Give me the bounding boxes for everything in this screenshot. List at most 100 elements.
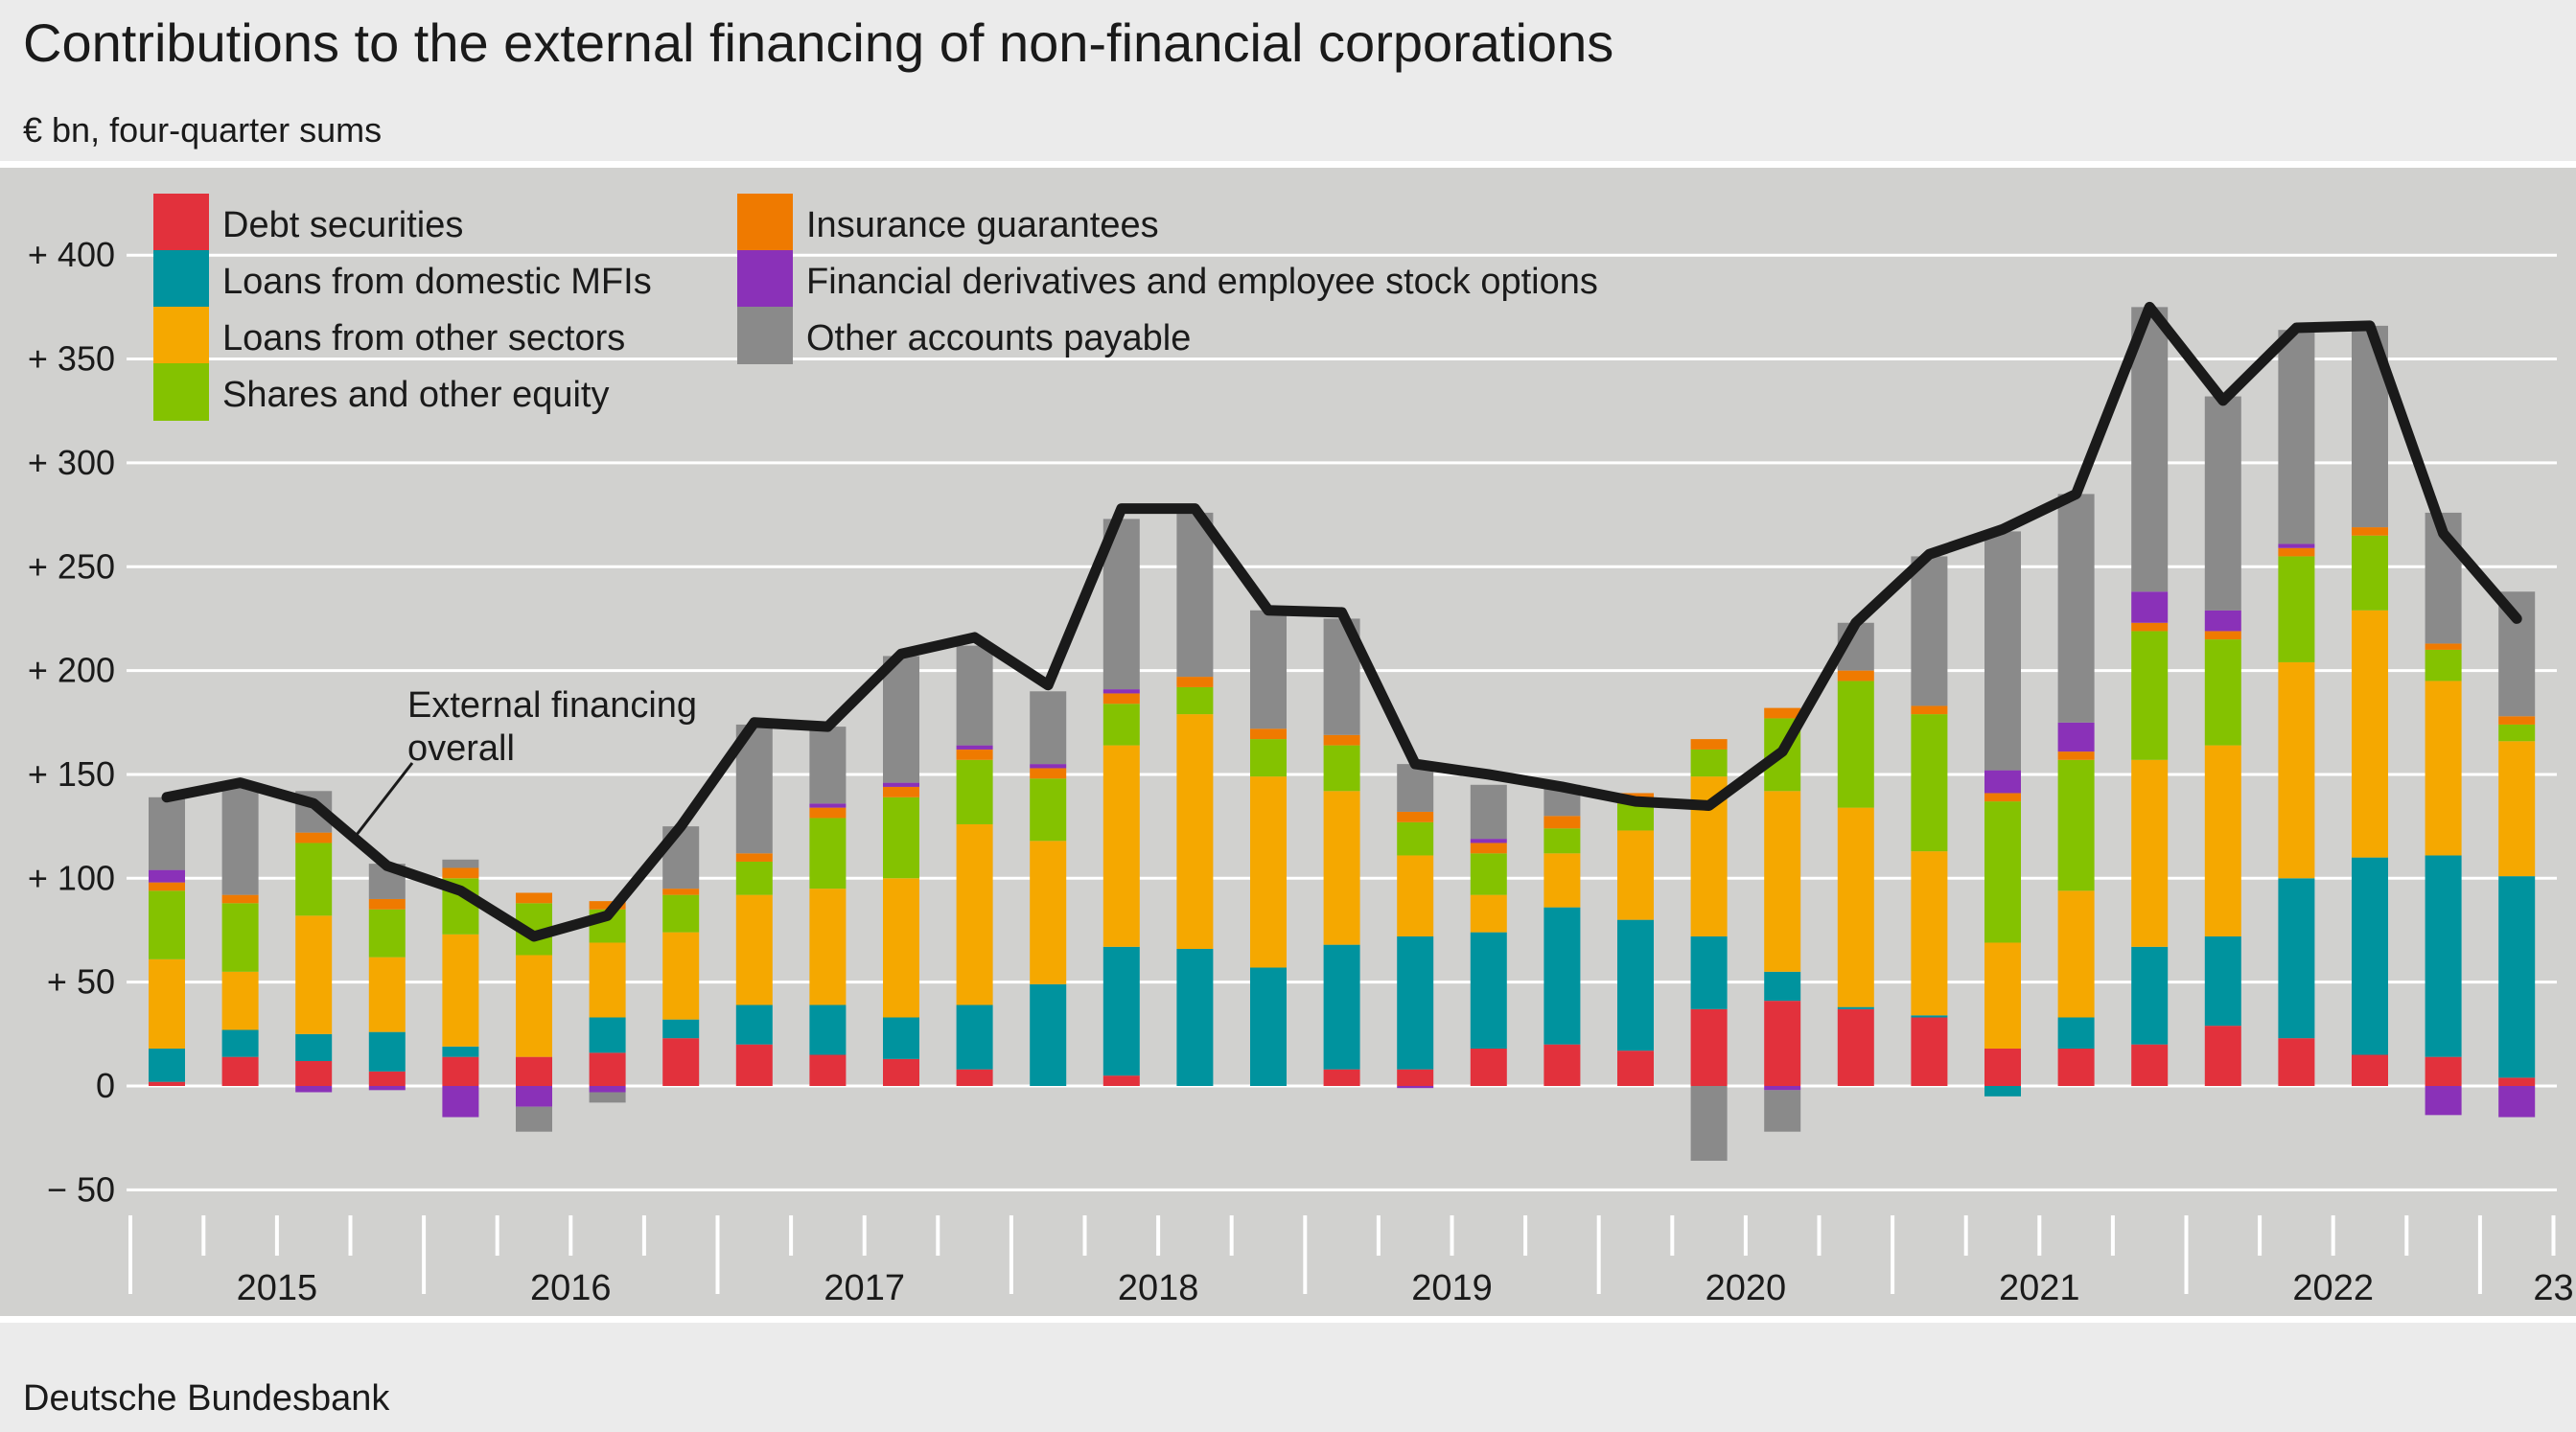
bar-segment <box>1397 1069 1434 1086</box>
bar-segment <box>1102 745 1140 947</box>
bar-segment <box>1323 791 1360 945</box>
bar-segment <box>516 1056 552 1086</box>
bar-segment <box>1470 894 1507 933</box>
bar-segment <box>2498 716 2536 725</box>
legend-swatch <box>153 363 209 421</box>
bar-segment <box>1102 689 1140 694</box>
bar-segment <box>2425 1056 2462 1086</box>
bar-segment <box>1984 801 2021 943</box>
bar-segment <box>1617 1051 1654 1086</box>
bar-segment <box>1323 1069 1360 1086</box>
bar-segment <box>1397 764 1434 812</box>
bar-segment <box>1030 691 1067 765</box>
bar-segment <box>1911 714 1948 852</box>
bar-segment <box>2278 330 2315 544</box>
x-tick-label: 2016 <box>530 1268 612 1308</box>
bar-segment <box>1911 1017 1948 1086</box>
bar-segment <box>1470 839 1507 843</box>
bar-segment <box>149 1048 185 1082</box>
bar-segment <box>2057 1017 2095 1049</box>
legend-label: Loans from other sectors <box>222 318 625 358</box>
legend-swatch <box>737 307 793 364</box>
bar-segment <box>2057 722 2095 752</box>
bar-segment <box>1323 734 1360 746</box>
bar-segment <box>2057 1048 2095 1086</box>
bar-segment <box>1397 935 1434 1070</box>
bar-segment <box>1176 512 1214 678</box>
bar-segment <box>295 1086 333 1093</box>
bar-segment <box>2425 1086 2462 1116</box>
bar-segment <box>442 934 479 1047</box>
bar-segment <box>1250 739 1287 777</box>
chart-title: Contributions to the external financing … <box>23 12 1613 73</box>
legend-swatch <box>153 307 209 364</box>
bar-segment <box>1543 1044 1581 1086</box>
bar-segment <box>2204 631 2241 640</box>
y-tick-label: 0 <box>96 1066 115 1105</box>
bar-segment <box>295 1060 333 1086</box>
bar-segment <box>2204 1026 2241 1086</box>
bar-segment <box>295 915 333 1034</box>
bar-segment <box>1984 942 2021 1049</box>
bar-segment <box>956 1005 993 1070</box>
bar-segment <box>1837 807 1874 1007</box>
y-tick-label: − 50 <box>47 1169 115 1209</box>
bar-segment <box>589 1017 626 1053</box>
bar-segment <box>1543 816 1581 829</box>
bar-segment <box>1764 1001 1801 1086</box>
y-axis-ticks: − 50 0 + 50 + 100 + 150 + 200 + 250 + 300 + 350 +… <box>28 235 115 1209</box>
bar-segment <box>809 1005 847 1055</box>
bar-segment <box>2204 396 2241 611</box>
bar-segment <box>2131 591 2169 623</box>
x-tick-label: 2018 <box>1118 1268 1199 1308</box>
source-label: Deutsche Bundesbank <box>23 1378 390 1419</box>
bar-segment <box>1617 919 1654 1051</box>
bar-segment <box>2057 890 2095 1018</box>
bar-segment <box>1030 764 1067 769</box>
bar-segment <box>1250 728 1287 740</box>
bar-segment <box>1250 967 1287 1086</box>
bar-segment <box>2278 878 2315 1039</box>
bar-segment <box>809 803 847 808</box>
bar-segment <box>956 645 993 746</box>
bar-segment <box>2057 494 2095 723</box>
bar-segment <box>1030 841 1067 984</box>
bar-segment <box>442 1046 479 1057</box>
bar-segment <box>1543 828 1581 854</box>
bar-segment <box>1984 770 2021 794</box>
bar-segment <box>735 861 773 895</box>
bar-segment <box>2498 876 2536 1078</box>
bar-segment <box>221 1056 259 1086</box>
bar-segment <box>589 1052 626 1086</box>
bar-segment <box>516 1106 552 1132</box>
bar-segment <box>1543 907 1581 1045</box>
bar-segment <box>1690 935 1728 1009</box>
bar-segment <box>1323 745 1360 792</box>
bar-segment <box>1176 714 1214 949</box>
bar-segment <box>662 1038 700 1086</box>
bar-segment <box>735 1005 773 1045</box>
bar-segment <box>809 818 847 889</box>
bar-segment <box>1984 793 2021 802</box>
legend-label: Financial derivatives and employee stock… <box>806 262 1598 302</box>
bar-segment <box>2352 527 2388 536</box>
bar-segment <box>883 797 919 879</box>
bar-segment <box>368 1086 406 1091</box>
bar-segment <box>1030 768 1067 779</box>
bar-segment <box>149 1081 185 1086</box>
bar-segment <box>662 894 700 933</box>
bar-segment <box>2425 643 2462 650</box>
bar-segment <box>1470 932 1507 1049</box>
legend-label: Insurance guarantees <box>806 205 1159 245</box>
bar-segment <box>516 1086 552 1107</box>
plot-top-divider <box>0 161 2576 168</box>
annotation-line-1: External financing <box>407 685 697 726</box>
bar-segment <box>442 867 479 879</box>
bar-segment <box>1690 1086 1728 1162</box>
bar-segment <box>1837 1006 1874 1009</box>
legend-swatch <box>153 250 209 308</box>
bar-segment <box>368 957 406 1032</box>
bar-segment <box>589 1092 626 1103</box>
bar-segment <box>516 892 552 904</box>
bar-segment <box>1176 677 1214 687</box>
